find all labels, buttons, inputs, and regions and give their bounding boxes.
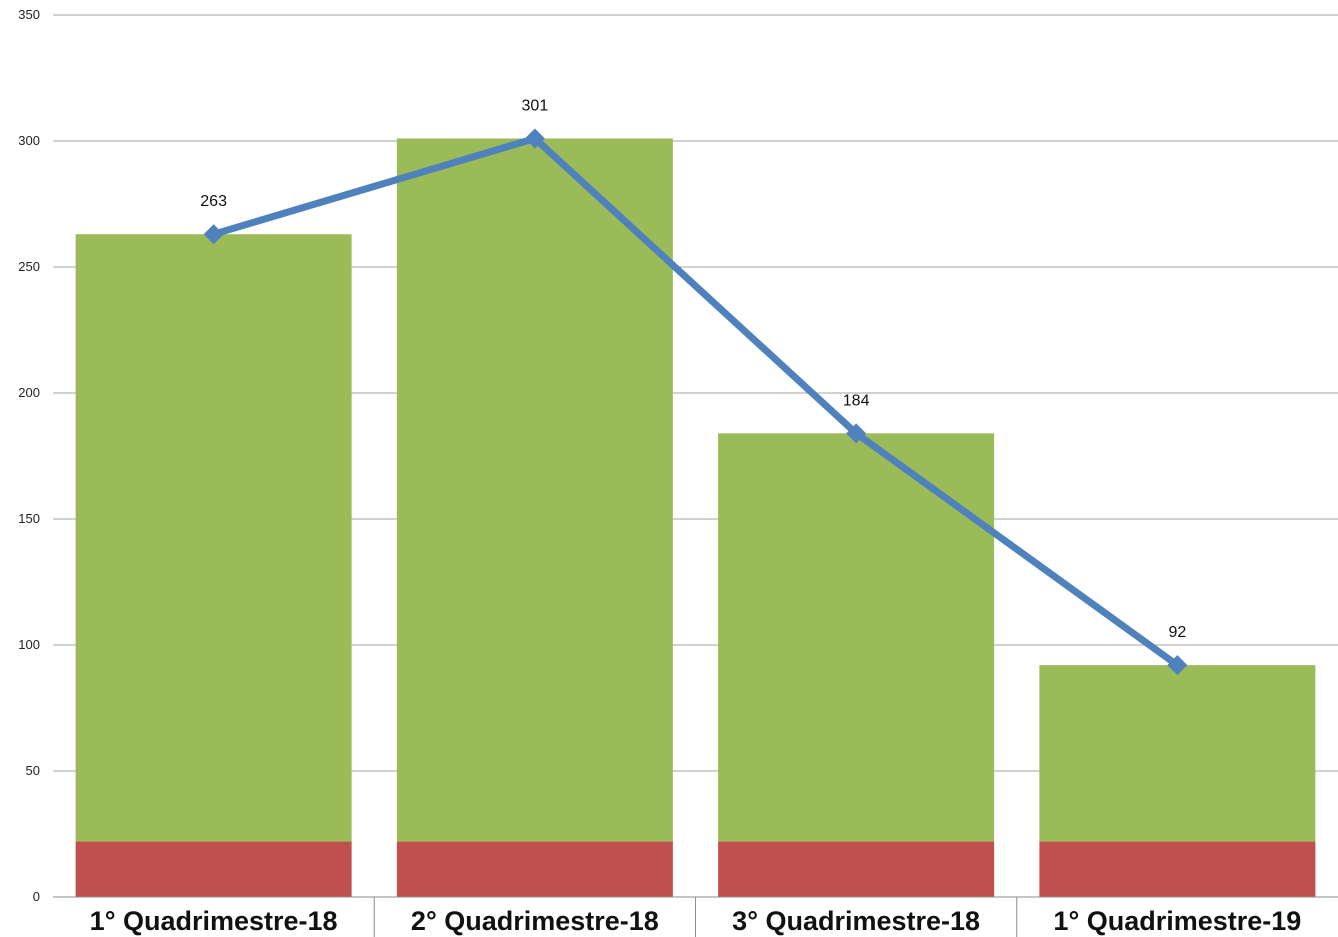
- data-label: 184: [843, 392, 870, 409]
- y-tick-label: 250: [18, 259, 40, 274]
- bar-segment-red: [396, 841, 673, 897]
- y-tick-label: 150: [18, 511, 40, 526]
- bar-segment-green: [396, 138, 673, 842]
- y-tick-label: 300: [18, 133, 40, 148]
- bar-segment-red: [1039, 841, 1316, 897]
- line-marker: [1167, 655, 1188, 676]
- y-tick-label: 350: [18, 7, 40, 22]
- y-tick-label: 100: [18, 637, 40, 652]
- y-axis: 0 50 100 150 200 250 300 350: [18, 7, 40, 904]
- x-tick-label: 3° Quadrimestre-18: [732, 906, 980, 936]
- x-tick-label: 1° Quadrimestre-18: [90, 906, 338, 936]
- data-label: 92: [1168, 624, 1186, 641]
- y-tick-label: 50: [26, 763, 40, 778]
- line-path: [212, 134, 1180, 668]
- data-label: 301: [522, 97, 549, 114]
- bar-segment-green: [75, 234, 352, 842]
- bar-segment-red: [718, 841, 995, 897]
- bar-segment-red: [75, 841, 352, 897]
- x-tick-label: 2° Quadrimestre-18: [411, 906, 659, 936]
- data-labels: 263 301 184 92: [200, 97, 1186, 641]
- line-marker: [524, 128, 545, 149]
- x-axis: 1° Quadrimestre-18 2° Quadrimestre-18 3° Q…: [53, 896, 1338, 937]
- y-tick-label: 200: [18, 385, 40, 400]
- line-marker: [846, 423, 867, 444]
- x-tick-label: 1° Quadrimestre-19: [1053, 906, 1301, 936]
- line-marker: [203, 224, 224, 245]
- bars: [75, 138, 1316, 897]
- bar-segment-green: [718, 433, 995, 842]
- y-tick-label: 0: [33, 889, 40, 904]
- bar-segment-green: [1039, 665, 1316, 842]
- line-series: [203, 128, 1188, 676]
- data-label: 263: [200, 193, 227, 210]
